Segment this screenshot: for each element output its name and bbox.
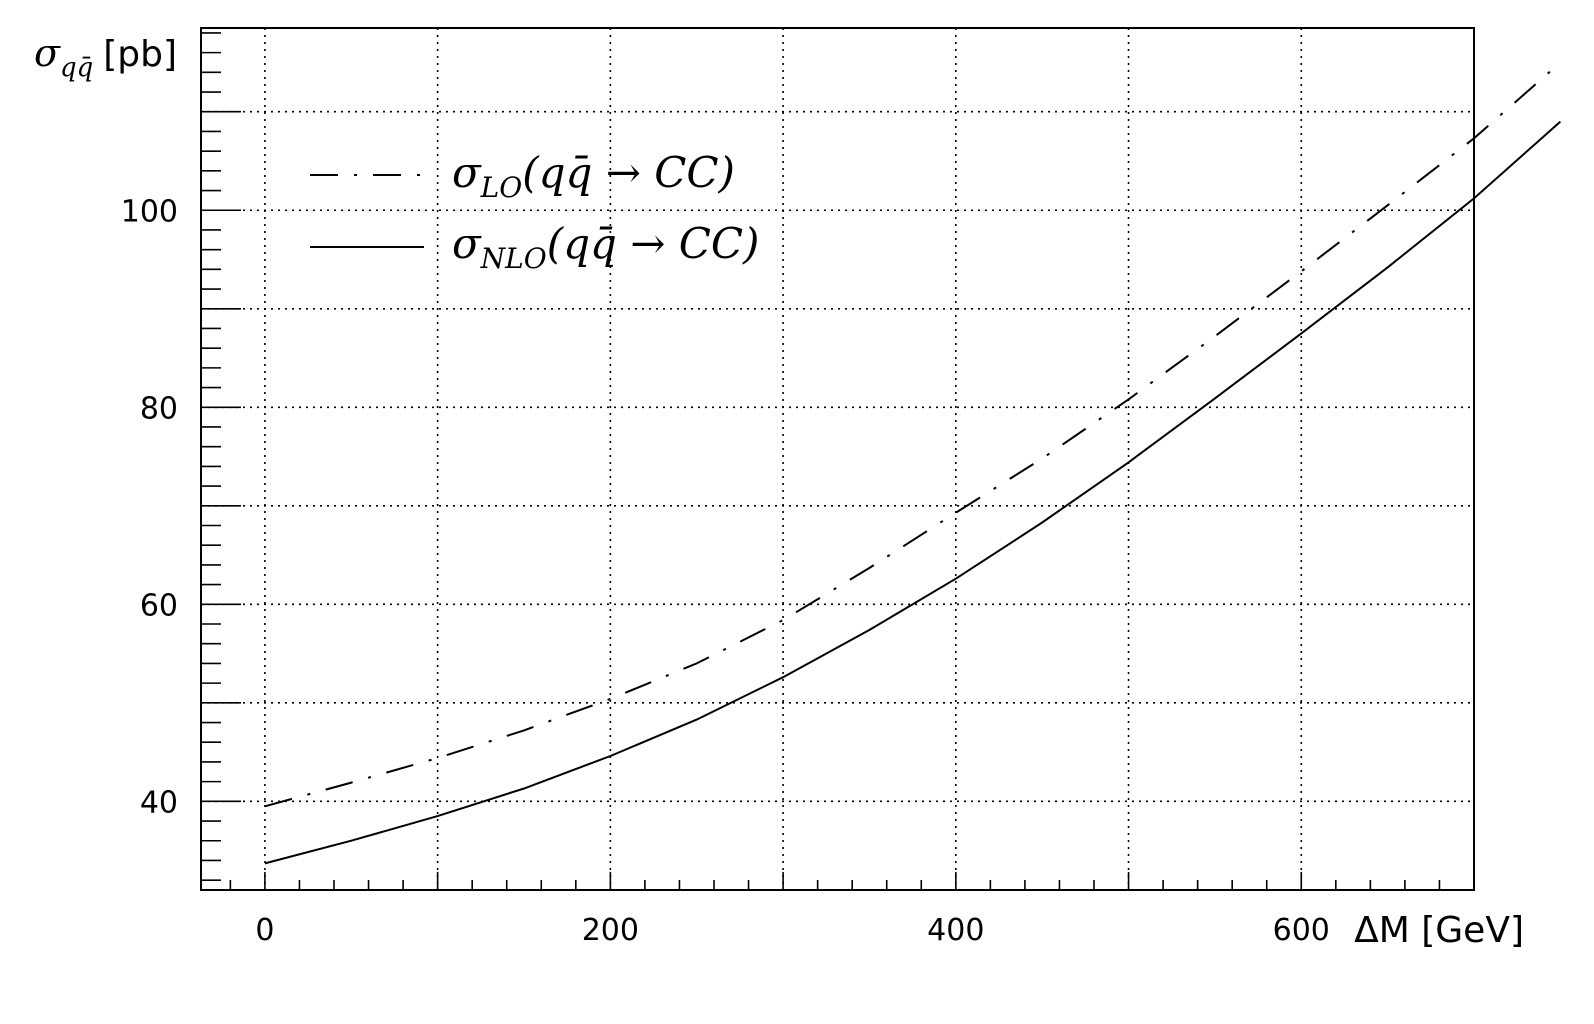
y-tick-label: 100 bbox=[121, 194, 178, 229]
x-tick-label: 400 bbox=[927, 913, 984, 948]
legend-label-nlo: σNLO(qq̄ → CC) bbox=[452, 219, 759, 275]
legend: σLO(qq̄ → CC) σNLO(qq̄ → CC) bbox=[310, 148, 759, 275]
series-line-lo bbox=[264, 61, 1562, 808]
plot-frame bbox=[200, 27, 1475, 891]
tick-labels: 0 200 400 600 40 60 80 100 bbox=[121, 194, 1330, 948]
legend-label-lo: σLO(qq̄ → CC) bbox=[452, 148, 735, 204]
y-tick-label: 80 bbox=[140, 391, 178, 426]
series-layer bbox=[264, 61, 1562, 865]
y-axis-title: σqq̄ [pb] bbox=[34, 31, 177, 83]
y-tick-label: 40 bbox=[140, 785, 178, 820]
series-line-nlo bbox=[264, 120, 1562, 865]
x-axis-title: ΔM [GeV] bbox=[1354, 910, 1524, 951]
minor-ticks bbox=[201, 32, 1441, 890]
x-tick-label: 600 bbox=[1273, 913, 1330, 948]
x-tick-label: 200 bbox=[582, 913, 639, 948]
x-tick-label: 0 bbox=[255, 913, 274, 948]
y-tick-label: 60 bbox=[140, 588, 178, 623]
